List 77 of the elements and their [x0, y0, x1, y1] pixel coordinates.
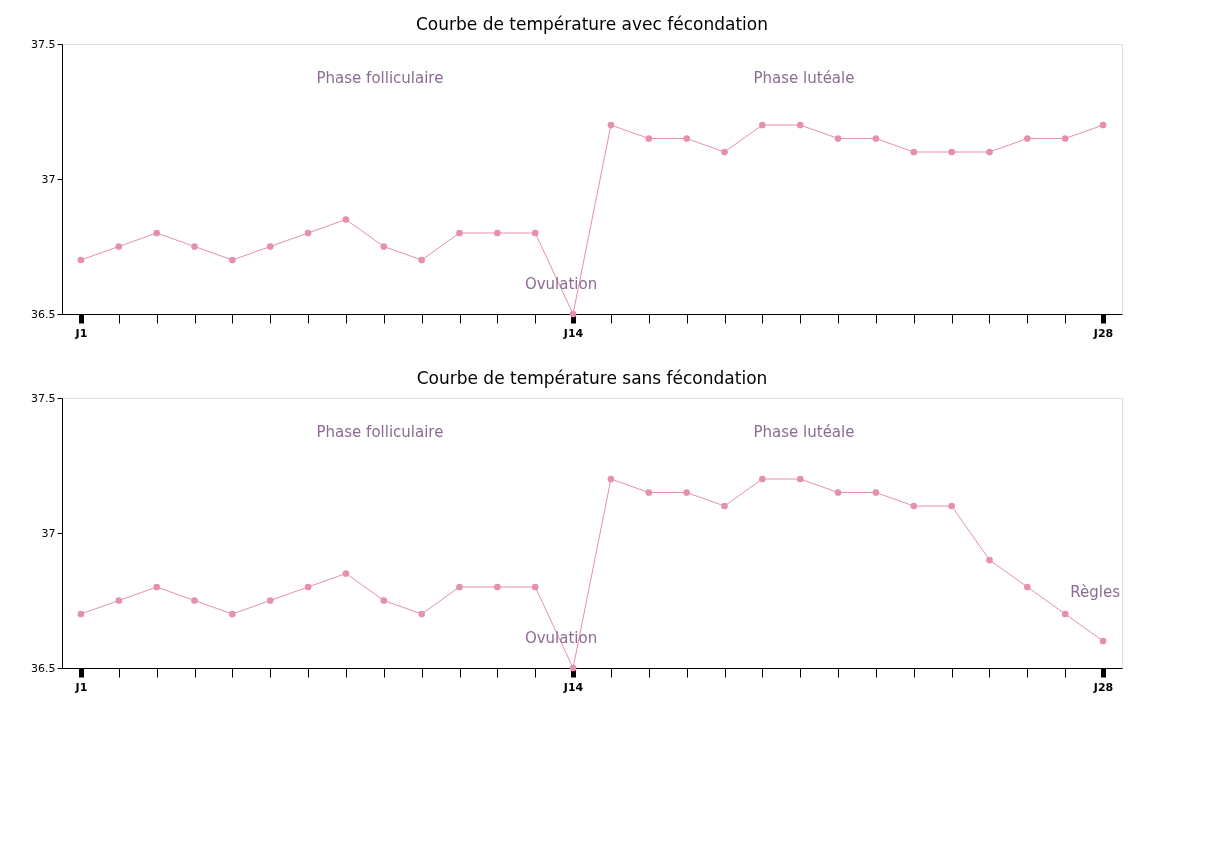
point	[266, 243, 274, 250]
point	[380, 243, 388, 250]
chart-title: Courbe de température avec fécondation	[415, 14, 769, 34]
point	[77, 610, 85, 618]
point	[342, 570, 350, 577]
point	[645, 135, 653, 142]
point	[456, 229, 463, 237]
point	[986, 148, 993, 156]
point	[531, 229, 539, 237]
annotation: Phase lutéale	[753, 423, 855, 441]
point	[153, 229, 160, 237]
point	[759, 475, 766, 483]
point	[948, 502, 955, 510]
point	[948, 148, 955, 156]
y-tick-label: 37	[41, 526, 56, 540]
x-tick-label: J14	[562, 680, 584, 694]
point	[191, 597, 198, 604]
point	[531, 583, 539, 591]
point	[229, 610, 236, 618]
point	[418, 256, 425, 264]
point	[1061, 610, 1069, 618]
point	[569, 664, 577, 672]
point	[1024, 583, 1031, 591]
point	[1024, 135, 1031, 142]
point	[380, 597, 388, 604]
point	[759, 121, 766, 129]
point	[1061, 135, 1069, 142]
point	[872, 489, 880, 496]
y-tick-label: 37	[41, 172, 56, 186]
point	[229, 256, 236, 264]
annotation: Ovulation	[524, 629, 598, 647]
point	[569, 310, 577, 318]
point	[266, 597, 274, 604]
point	[153, 583, 160, 591]
x-tick-label: J1	[74, 680, 88, 694]
point	[834, 489, 842, 496]
point	[607, 475, 615, 483]
point	[683, 489, 690, 496]
point	[683, 135, 690, 142]
point	[494, 229, 501, 237]
x-tick-label: J28	[1092, 680, 1114, 694]
point	[721, 148, 728, 156]
point	[1099, 637, 1107, 645]
point	[494, 583, 501, 591]
point	[986, 556, 993, 564]
annotation: Ovulation	[524, 275, 598, 293]
point	[721, 502, 728, 510]
y-tick-label: 37.5	[31, 37, 56, 51]
point	[872, 135, 880, 142]
point	[910, 148, 918, 156]
point	[418, 610, 425, 618]
point	[796, 475, 804, 483]
annotation: Phase lutéale	[753, 69, 855, 87]
point	[304, 229, 312, 237]
y-tick-label: 36.5	[31, 307, 56, 321]
y-tick-label: 36.5	[31, 661, 56, 675]
point	[115, 597, 123, 604]
chart-title: Courbe de température sans fécondation	[416, 368, 768, 388]
point	[342, 216, 350, 223]
point	[607, 121, 615, 129]
x-tick-label: J14	[562, 326, 584, 340]
point	[1099, 121, 1107, 129]
point	[645, 489, 653, 496]
annotation: Phase folliculaire	[316, 423, 444, 441]
point	[834, 135, 842, 142]
y-tick-label: 37.5	[31, 391, 56, 405]
point	[191, 243, 198, 250]
point	[910, 502, 918, 510]
x-tick-label: J1	[74, 326, 88, 340]
point	[456, 583, 463, 591]
point	[796, 121, 804, 129]
point	[304, 583, 312, 591]
annotation: Règles	[1070, 583, 1121, 602]
point	[115, 243, 123, 250]
x-tick-label: J28	[1092, 326, 1114, 340]
annotation: Phase folliculaire	[316, 69, 444, 87]
point	[77, 256, 85, 264]
